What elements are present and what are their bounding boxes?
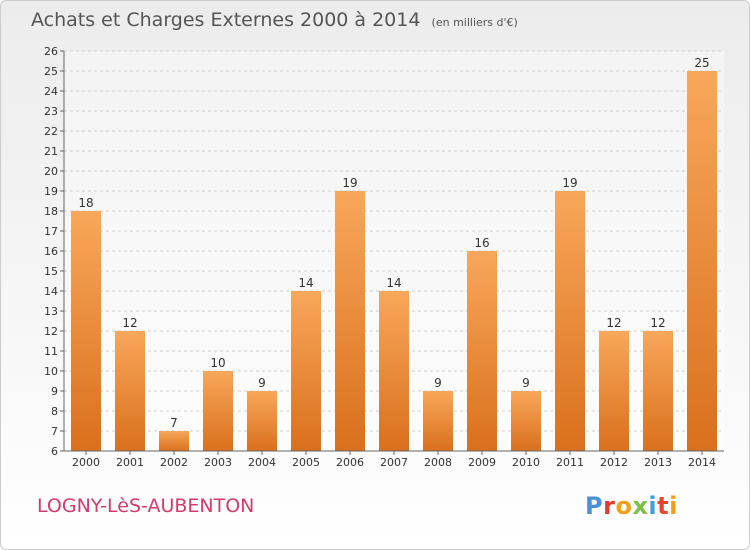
bar-value-label: 9 xyxy=(434,376,442,390)
bar xyxy=(423,391,453,451)
bar xyxy=(687,71,717,451)
x-tick-label: 2011 xyxy=(556,456,584,469)
bar xyxy=(115,331,145,451)
x-tick-label: 2002 xyxy=(160,456,188,469)
y-tick-label: 26 xyxy=(44,45,58,58)
y-tick-label: 18 xyxy=(44,205,58,218)
bar xyxy=(511,391,541,451)
x-tick-label: 2006 xyxy=(336,456,364,469)
y-tick-label: 19 xyxy=(44,185,58,198)
y-tick-label: 14 xyxy=(44,285,58,298)
y-tick-label: 11 xyxy=(44,345,58,358)
logo-letter: P xyxy=(585,492,604,520)
chart-title: Achats et Charges Externes 2000 à 2014 (… xyxy=(31,9,518,31)
x-tick-label: 2000 xyxy=(72,456,100,469)
x-tick-label: 2005 xyxy=(292,456,320,469)
y-tick-label: 16 xyxy=(44,245,58,258)
y-tick-label: 23 xyxy=(44,105,58,118)
bar xyxy=(291,291,321,451)
bar-value-label: 12 xyxy=(650,316,665,330)
bar-value-label: 18 xyxy=(78,196,93,210)
x-tick-label: 2013 xyxy=(644,456,672,469)
y-tick-label: 15 xyxy=(44,265,58,278)
x-tick-label: 2004 xyxy=(248,456,276,469)
bar-value-label: 14 xyxy=(386,276,401,290)
bar-value-label: 9 xyxy=(522,376,530,390)
x-tick-label: 2012 xyxy=(600,456,628,469)
bar xyxy=(599,331,629,451)
bar xyxy=(71,211,101,451)
x-tick-label: 2003 xyxy=(204,456,232,469)
y-tick-label: 17 xyxy=(44,225,58,238)
logo-letter: t xyxy=(657,492,670,520)
logo-letter: i xyxy=(669,492,678,520)
bar-value-label: 19 xyxy=(562,176,577,190)
bar xyxy=(555,191,585,451)
bar-value-label: 10 xyxy=(210,356,225,370)
bar-value-label: 12 xyxy=(606,316,621,330)
chart-title-main: Achats et Charges Externes 2000 à 2014 xyxy=(31,9,421,31)
bar xyxy=(379,291,409,451)
x-tick-label: 2007 xyxy=(380,456,408,469)
y-tick-label: 21 xyxy=(44,145,58,158)
chart-title-unit: (en milliers d'€) xyxy=(431,16,518,29)
y-tick-label: 13 xyxy=(44,305,58,318)
logo-letter: x xyxy=(632,492,649,520)
y-tick-label: 7 xyxy=(51,425,58,438)
bar-value-label: 16 xyxy=(474,236,489,250)
y-tick-label: 9 xyxy=(51,385,58,398)
bar xyxy=(203,371,233,451)
y-tick-label: 25 xyxy=(44,65,58,78)
commune-name: LOGNY-LèS-AUBENTON xyxy=(37,495,255,517)
logo-letter: o xyxy=(615,492,633,520)
bar-value-label: 9 xyxy=(258,376,266,390)
y-tick-label: 6 xyxy=(51,445,58,458)
bar xyxy=(335,191,365,451)
bar-value-label: 12 xyxy=(122,316,137,330)
x-tick-label: 2009 xyxy=(468,456,496,469)
y-tick-label: 22 xyxy=(44,125,58,138)
y-tick-label: 8 xyxy=(51,405,58,418)
bar xyxy=(643,331,673,451)
y-tick-label: 10 xyxy=(44,365,58,378)
bar-value-label: 19 xyxy=(342,176,357,190)
bar-value-label: 14 xyxy=(298,276,313,290)
proxiti-logo: Proxiti xyxy=(585,492,678,520)
bar xyxy=(247,391,277,451)
bar xyxy=(467,251,497,451)
y-tick-label: 20 xyxy=(44,165,58,178)
x-tick-label: 2001 xyxy=(116,456,144,469)
bar-value-label: 7 xyxy=(170,416,178,430)
x-tick-label: 2010 xyxy=(512,456,540,469)
logo-letter: r xyxy=(603,492,616,520)
bar xyxy=(159,431,189,451)
bar-value-label: 25 xyxy=(694,56,709,70)
logo-letter: i xyxy=(648,492,658,520)
x-tick-label: 2008 xyxy=(424,456,452,469)
y-tick-label: 12 xyxy=(44,325,58,338)
x-tick-label: 2014 xyxy=(688,456,716,469)
y-tick-label: 24 xyxy=(44,85,58,98)
